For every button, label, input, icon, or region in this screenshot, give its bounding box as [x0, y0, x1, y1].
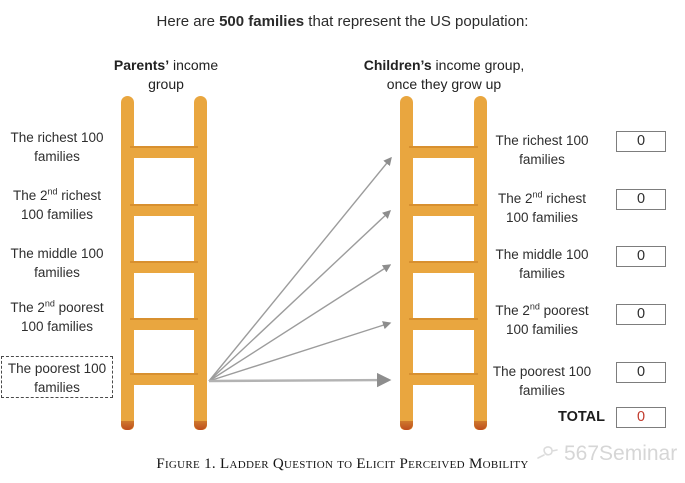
children-ladder: [400, 96, 487, 430]
parents-column-header: Parents’ income group: [91, 56, 241, 94]
parents-label-2nd-poorest: The 2nd poorest 100 families: [10, 298, 104, 334]
figure-intro-text: Here are 500 families that represent the…: [0, 13, 685, 30]
children-header-bold: Children’s: [363, 57, 432, 73]
children-label-middle: The middle 100 families: [495, 247, 589, 281]
intro-post: that represent the US population:: [304, 13, 529, 30]
ladder-rung: [409, 373, 478, 385]
ladder-foot: [121, 421, 134, 430]
arrow-to-middle: [208, 264, 392, 382]
ladder-rung: [130, 261, 198, 273]
arrow-to-poorest: [208, 372, 392, 388]
children-label-2nd-richest: The 2nd richest 100 families: [497, 189, 587, 225]
parents-header-line2: group: [148, 76, 184, 92]
parents-header-bold: Parents’: [113, 57, 170, 73]
figure-caption: Figure 1. Ladder Question to Elicit Perc…: [156, 456, 529, 472]
ladder-rung: [409, 204, 478, 216]
children-header-rest: income group,: [431, 57, 525, 73]
parents-header-rest: income: [169, 57, 219, 73]
answer-box-2nd-poorest[interactable]: 0: [616, 304, 666, 325]
ladder-rail: [194, 96, 207, 430]
intro-pre: Here are: [156, 13, 220, 30]
watermark: 567Seminar: [536, 442, 677, 466]
answer-box-middle[interactable]: 0: [616, 246, 666, 267]
intro-bold-500-families: 500 families: [219, 13, 305, 30]
ladder-rung: [409, 318, 478, 330]
bird-logo-icon: [537, 446, 558, 459]
arrow-to-2nd-richest: [208, 210, 392, 382]
ladder-foot: [194, 421, 207, 430]
ladder-rung: [130, 318, 198, 330]
total-value-box: 0: [616, 407, 666, 428]
parents-label-poorest-highlight-box: The poorest 100 families: [1, 356, 113, 398]
children-header-line2: once they grow up: [386, 76, 502, 92]
parents-label-richest: The richest 100 families: [10, 130, 104, 164]
watermark-text: 567Seminar: [564, 442, 678, 465]
ladder-rail: [474, 96, 487, 430]
arrow-to-2nd-poorest: [208, 321, 392, 382]
parents-label-middle: The middle 100 families: [10, 246, 104, 280]
ladder-rail: [400, 96, 413, 430]
total-label: TOTAL: [558, 409, 605, 425]
ladder-rung: [409, 261, 478, 273]
ladder-rung: [409, 146, 478, 158]
arrow-to-richest: [208, 156, 392, 382]
ladder-rail: [121, 96, 134, 430]
ladder-rung: [130, 146, 198, 158]
children-column-header: Children’s income group, once they grow …: [346, 56, 542, 94]
children-label-poorest: The poorest 100 families: [492, 364, 592, 398]
ladder-rung: [130, 204, 198, 216]
parents-label-2nd-richest: The 2nd richest 100 families: [12, 186, 102, 222]
children-label-2nd-poorest: The 2nd poorest 100 families: [495, 301, 589, 337]
answer-box-2nd-richest[interactable]: 0: [616, 189, 666, 210]
answer-box-poorest[interactable]: 0: [616, 362, 666, 383]
answer-box-richest[interactable]: 0: [616, 131, 666, 152]
ladder-foot: [474, 421, 487, 430]
ladder-rung: [130, 373, 198, 385]
children-label-richest: The richest 100 families: [495, 133, 589, 167]
parents-ladder: [121, 96, 207, 430]
ladder-foot: [400, 421, 413, 430]
